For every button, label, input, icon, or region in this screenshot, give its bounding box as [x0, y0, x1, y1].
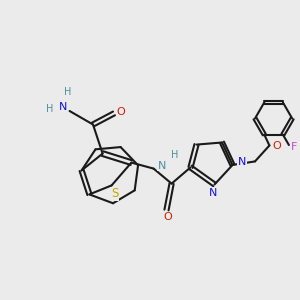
Text: O: O [116, 107, 125, 117]
Text: N: N [238, 157, 246, 167]
Text: H: H [171, 150, 178, 160]
Text: S: S [111, 187, 118, 200]
Text: N: N [209, 188, 217, 198]
Text: H: H [46, 103, 54, 114]
Text: N: N [59, 102, 67, 112]
Text: O: O [272, 141, 281, 151]
Text: N: N [158, 160, 166, 171]
Text: H: H [64, 87, 72, 98]
Text: F: F [291, 142, 298, 152]
Text: O: O [164, 212, 172, 223]
